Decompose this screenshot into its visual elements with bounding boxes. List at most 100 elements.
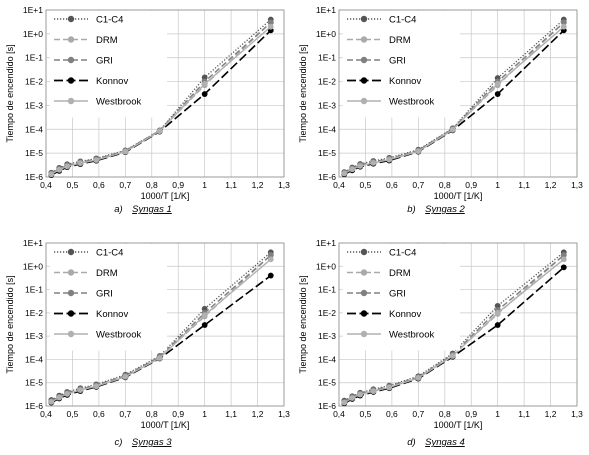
- data-point: [357, 163, 364, 169]
- data-point: [386, 384, 393, 391]
- x-tick-label: 0,8: [439, 409, 451, 419]
- legend-swatch-marker: [360, 97, 368, 105]
- legend-swatch-marker: [67, 310, 75, 317]
- legend-swatch-marker: [360, 310, 368, 317]
- data-point: [48, 398, 55, 405]
- series-line: [343, 266, 565, 405]
- legend-label: GRI: [389, 56, 406, 67]
- legend-label: C1-C4: [96, 248, 123, 259]
- series-line: [50, 274, 272, 404]
- data-point: [370, 159, 377, 166]
- data-point: [156, 128, 163, 135]
- data-point: [386, 156, 393, 163]
- data-point: [156, 355, 163, 361]
- x-tick-label: 1,1: [225, 180, 237, 190]
- caption-spacer: [123, 204, 133, 215]
- y-axis-title: Tiempo de encendido [s]: [5, 44, 15, 142]
- series-line: [50, 19, 272, 174]
- legend-swatch-marker: [360, 36, 368, 43]
- x-tick-label: 0,9: [172, 180, 184, 190]
- data-point: [64, 163, 71, 170]
- data-point: [341, 170, 348, 177]
- y-tick-label: 1E-4: [318, 354, 336, 364]
- y-tick-label: 1E+1: [316, 5, 336, 15]
- x-tick-label: 1: [495, 180, 500, 190]
- y-tick-label: 1E+0: [23, 29, 43, 39]
- x-tick-label: 0,9: [465, 409, 477, 419]
- legend-label: C1-C4: [389, 15, 416, 26]
- x-tick-label: 1: [202, 409, 207, 419]
- data-point: [449, 353, 456, 359]
- x-tick-label: 1,3: [278, 409, 290, 419]
- legend-swatch-marker: [67, 248, 75, 256]
- x-tick-label: 0,6: [93, 180, 105, 190]
- legend-swatch-marker: [67, 77, 75, 84]
- data-point: [560, 264, 567, 271]
- x-tick-label: 1: [202, 180, 207, 190]
- data-point: [560, 256, 567, 263]
- caption-spacer: [416, 437, 426, 448]
- caption-name: Syngas 4: [425, 437, 465, 448]
- x-tick-label: 0,9: [172, 409, 184, 419]
- y-tick-label: 1E-2: [318, 77, 336, 87]
- chart-panel: 1E-6 1E-5 1E-4 1E-3 1E-2 1E-1 1E+0 1E+1 0,4 0,5 0,…: [5, 5, 290, 215]
- y-tick-label: 1E+0: [316, 261, 336, 271]
- legend-label: C1-C4: [389, 248, 416, 259]
- legend-swatch-marker: [67, 36, 75, 43]
- series-westbrook: [48, 256, 274, 405]
- x-tick-label: 1,2: [252, 409, 264, 419]
- chart-panel: 1E-6 1E-5 1E-4 1E-3 1E-2 1E-1 1E+0 1E+1 0,4 0,5 0,…: [298, 5, 583, 215]
- panel-caption: c) Syngas 3: [114, 437, 172, 448]
- x-tick-label: 0,7: [119, 409, 131, 419]
- caption-letter: b): [407, 204, 415, 215]
- y-tick-label: 1E-2: [318, 308, 336, 318]
- caption-spacer: [416, 204, 426, 215]
- y-tick-label: 1E-4: [25, 124, 43, 134]
- legend-swatch-marker: [360, 330, 368, 338]
- data-point: [349, 395, 356, 401]
- y-tick-label: 1E-2: [25, 308, 43, 318]
- legend-label: Konnov: [96, 76, 128, 87]
- caption-name: Syngas 1: [132, 204, 172, 215]
- legend-label: GRI: [96, 289, 113, 300]
- x-tick-label: 0,7: [412, 180, 424, 190]
- data-point: [267, 23, 274, 30]
- x-tick-label: 0,6: [386, 409, 398, 419]
- y-tick-label: 1E-6: [318, 401, 336, 411]
- data-point: [201, 305, 208, 312]
- data-point: [201, 91, 208, 97]
- y-tick-label: 1E-5: [25, 378, 43, 388]
- data-point: [449, 126, 456, 133]
- legend-label: DRM: [389, 35, 411, 46]
- x-axis-title: 1000/T [1/K]: [141, 191, 190, 201]
- legend-label: GRI: [96, 56, 113, 67]
- x-tick-label: 0,5: [67, 180, 79, 190]
- data-point: [267, 252, 274, 259]
- data-point: [560, 19, 567, 26]
- legend-swatch-marker: [67, 289, 75, 297]
- x-tick-label: 1,2: [252, 180, 264, 190]
- data-point: [415, 375, 422, 381]
- legend-swatch-marker: [67, 15, 75, 23]
- data-point: [560, 252, 567, 259]
- y-tick-label: 1E-5: [318, 148, 336, 158]
- data-point: [494, 91, 501, 97]
- legend-swatch-marker: [360, 56, 368, 64]
- legend-label: Westbrook: [96, 97, 141, 108]
- x-tick-label: 1,3: [571, 180, 583, 190]
- y-tick-label: 1E-1: [25, 285, 43, 295]
- y-tick-label: 1E-4: [318, 124, 336, 134]
- legend-swatch-marker: [360, 289, 368, 297]
- data-point: [494, 302, 501, 309]
- caption-letter: d): [407, 437, 415, 448]
- caption-letter: c): [114, 437, 122, 448]
- legend-label: GRI: [389, 289, 406, 300]
- x-tick-label: 0,7: [119, 180, 131, 190]
- data-point: [201, 312, 208, 319]
- data-point: [93, 383, 100, 390]
- legend-label: Westbrook: [389, 330, 434, 341]
- y-tick-label: 1E-3: [25, 331, 43, 341]
- x-tick-label: 1: [495, 409, 500, 419]
- data-point: [122, 373, 129, 380]
